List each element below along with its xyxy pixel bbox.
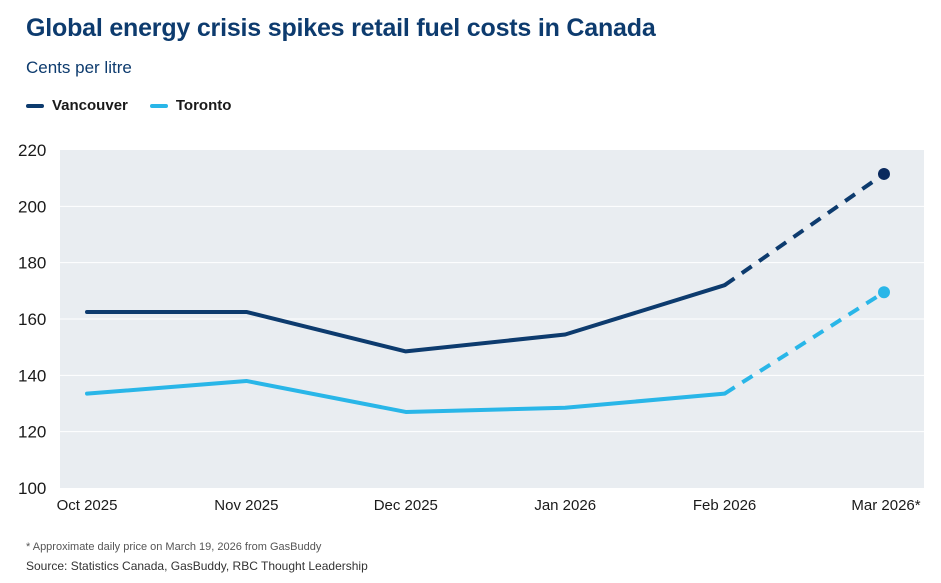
- x-tick-label-4: Feb 2026: [693, 497, 756, 514]
- chart-title: Global energy crisis spikes retail fuel …: [26, 14, 656, 42]
- y-tick-label-220: 220: [18, 141, 46, 160]
- legend-item-toronto: Toronto: [149, 97, 232, 114]
- source-note: Source: Statistics Canada, GasBuddy, RBC…: [26, 559, 368, 573]
- series-line-vancouver: [85, 283, 727, 354]
- legend: Vancouver Toronto: [26, 97, 231, 114]
- x-tick-label-3: Jan 2026: [534, 497, 596, 514]
- series-line-toronto: [85, 378, 727, 414]
- series-line-projected-vancouver: [723, 172, 886, 287]
- legend-swatch-toronto: [149, 103, 168, 108]
- series-point-vancouver-latest: [878, 167, 890, 180]
- y-tick-label-100: 100: [18, 479, 46, 498]
- y-tick-label-180: 180: [18, 254, 46, 273]
- x-tick-label-1: Nov 2025: [214, 497, 278, 514]
- legend-label-vancouver: Vancouver: [52, 97, 128, 114]
- legend-label-toronto: Toronto: [175, 97, 232, 114]
- chart-subtitle: Cents per litre: [26, 58, 132, 77]
- y-tick-label-200: 200: [18, 197, 46, 216]
- series-point-toronto-latest: [878, 286, 890, 299]
- x-tick-label-2: Dec 2025: [374, 497, 438, 514]
- series-line-projected-toronto: [723, 290, 886, 396]
- legend-swatch-vancouver: [26, 103, 44, 108]
- x-tick-label-5: Mar 2026*: [851, 497, 920, 514]
- legend-item-vancouver: Vancouver: [26, 97, 128, 114]
- y-tick-label-140: 140: [18, 366, 46, 385]
- y-tick-label-120: 120: [18, 423, 46, 442]
- footnote: * Approximate daily price on March 19, 2…: [26, 541, 322, 553]
- x-tick-label-0: Oct 2025: [57, 497, 118, 514]
- y-tick-label-160: 160: [18, 310, 46, 329]
